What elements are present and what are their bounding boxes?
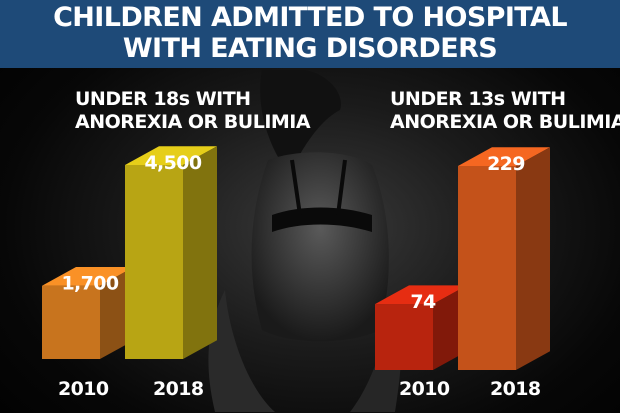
bar-top bbox=[125, 146, 217, 165]
right-value-label-2010: 74 bbox=[410, 291, 436, 313]
left-chart-title-line-2: ANOREXIA OR BULIMIA bbox=[75, 111, 311, 133]
left-category-label-2010: 2010 bbox=[58, 378, 109, 400]
right-chart-title-line-1: UNDER 13s WITH bbox=[390, 88, 566, 110]
left-chart-title-line-1: UNDER 18s WITH bbox=[75, 88, 251, 110]
right-chart-title: UNDER 13s WITH ANOREXIA OR BULIMIA bbox=[390, 88, 620, 134]
right-value-label-2018: 229 bbox=[487, 153, 525, 175]
left-value-label-2010: 1,700 bbox=[61, 273, 118, 295]
right-chart-title-line-2: ANOREXIA OR BULIMIA bbox=[390, 111, 620, 133]
right-category-label-2018: 2018 bbox=[490, 378, 541, 400]
title-line-1: CHILDREN ADMITTED TO HOSPITAL bbox=[53, 2, 567, 33]
bar-side bbox=[516, 147, 550, 370]
title-line-2: WITH EATING DISORDERS bbox=[122, 33, 498, 64]
right-bar-2018 bbox=[458, 147, 550, 370]
bar-front bbox=[42, 285, 100, 359]
left-chart-title: UNDER 18s WITH ANOREXIA OR BULIMIA bbox=[75, 88, 311, 134]
bar-top bbox=[42, 267, 134, 286]
left-bar-2018 bbox=[125, 146, 217, 359]
bar-top bbox=[375, 285, 467, 305]
bar-top bbox=[458, 147, 550, 166]
left-value-label-2018: 4,500 bbox=[144, 152, 201, 174]
left-category-label-2018: 2018 bbox=[153, 378, 204, 400]
bar-front bbox=[458, 166, 516, 370]
right-category-label-2010: 2010 bbox=[399, 378, 450, 400]
bar-front bbox=[375, 304, 433, 370]
bar-side bbox=[183, 146, 217, 359]
title-banner: CHILDREN ADMITTED TO HOSPITAL WITH EATIN… bbox=[0, 0, 620, 68]
bar-front bbox=[125, 165, 183, 359]
